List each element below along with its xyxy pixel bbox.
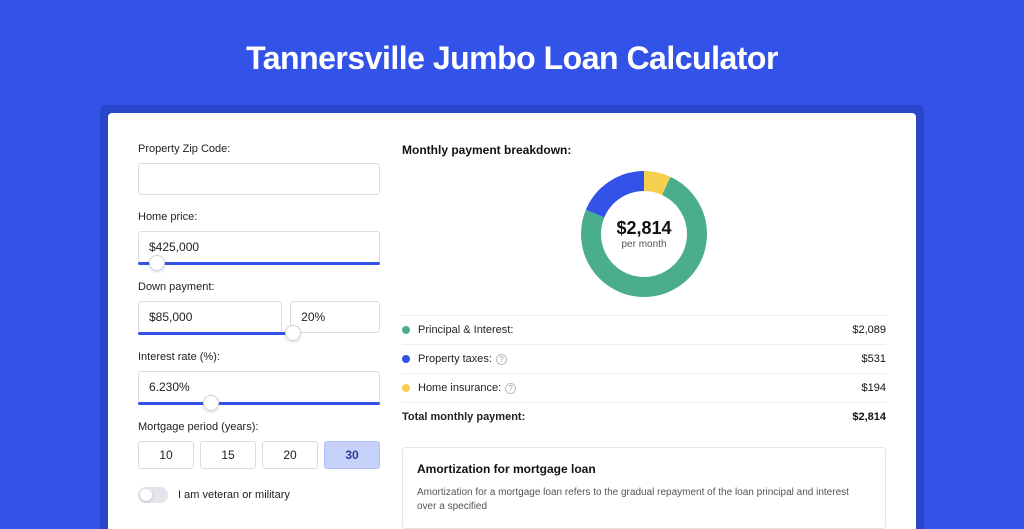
donut-center: $2,814 per month (616, 218, 671, 250)
breakdown-row-label: Home insurance:? (418, 382, 862, 394)
zip-label: Property Zip Code: (138, 143, 380, 155)
zip-field-group: Property Zip Code: (138, 143, 380, 195)
legend-dot-icon (402, 326, 410, 334)
card-shadow: Property Zip Code: Home price: Down paym… (100, 105, 924, 529)
form-column: Property Zip Code: Home price: Down paym… (138, 143, 380, 529)
amortization-title: Amortization for mortgage loan (417, 462, 871, 476)
period-btn-30[interactable]: 30 (324, 441, 380, 469)
breakdown-row-value: $194 (862, 382, 886, 394)
down-payment-label: Down payment: (138, 281, 380, 293)
down-payment-pct-input[interactable] (290, 301, 380, 333)
page-title: Tannersville Jumbo Loan Calculator (0, 0, 1024, 105)
breakdown-row-label: Principal & Interest: (418, 324, 852, 336)
info-icon[interactable]: ? (505, 383, 516, 394)
breakdown-row-value: $531 (862, 353, 886, 365)
mortgage-period-group: Mortgage period (years): 10152030 (138, 421, 380, 469)
breakdown-total-row: Total monthly payment: $2,814 (402, 402, 886, 431)
calculator-card: Property Zip Code: Home price: Down paym… (108, 113, 916, 529)
interest-rate-slider[interactable] (138, 402, 380, 405)
breakdown-row-label: Property taxes:? (418, 353, 862, 365)
total-value: $2,814 (852, 411, 886, 423)
breakdown-column: Monthly payment breakdown: $2,814 per mo… (380, 143, 886, 529)
down-payment-slider[interactable] (138, 332, 293, 335)
breakdown-row: Property taxes:?$531 (402, 344, 886, 373)
donut-wrap: $2,814 per month (402, 171, 886, 297)
home-price-label: Home price: (138, 211, 380, 223)
home-price-slider-thumb[interactable] (149, 255, 165, 271)
mortgage-period-label: Mortgage period (years): (138, 421, 380, 433)
amortization-text: Amortization for a mortgage loan refers … (417, 486, 871, 514)
breakdown-row-value: $2,089 (852, 324, 886, 336)
interest-rate-slider-thumb[interactable] (203, 395, 219, 411)
down-payment-input[interactable] (138, 301, 282, 333)
breakdown-rows: Principal & Interest:$2,089Property taxe… (402, 315, 886, 402)
zip-input[interactable] (138, 163, 380, 195)
legend-dot-icon (402, 384, 410, 392)
home-price-group: Home price: (138, 211, 380, 265)
veteran-toggle-row: I am veteran or military (138, 487, 380, 503)
breakdown-row: Principal & Interest:$2,089 (402, 315, 886, 344)
breakdown-row: Home insurance:?$194 (402, 373, 886, 402)
home-price-input[interactable] (138, 231, 380, 263)
donut-sublabel: per month (616, 239, 671, 250)
period-btn-20[interactable]: 20 (262, 441, 318, 469)
info-icon[interactable]: ? (496, 354, 507, 365)
total-label: Total monthly payment: (402, 411, 852, 423)
veteran-toggle[interactable] (138, 487, 168, 503)
down-payment-group: Down payment: (138, 281, 380, 335)
interest-rate-label: Interest rate (%): (138, 351, 380, 363)
amortization-box: Amortization for mortgage loan Amortizat… (402, 447, 886, 529)
down-payment-slider-thumb[interactable] (285, 325, 301, 341)
period-btn-15[interactable]: 15 (200, 441, 256, 469)
veteran-toggle-knob (140, 489, 152, 501)
interest-rate-group: Interest rate (%): (138, 351, 380, 405)
mortgage-period-options: 10152030 (138, 441, 380, 469)
period-btn-10[interactable]: 10 (138, 441, 194, 469)
veteran-toggle-label: I am veteran or military (178, 489, 290, 501)
interest-rate-input[interactable] (138, 371, 380, 403)
legend-dot-icon (402, 355, 410, 363)
breakdown-title: Monthly payment breakdown: (402, 143, 886, 157)
home-price-slider[interactable] (138, 262, 380, 265)
donut-amount: $2,814 (616, 218, 671, 239)
donut-chart: $2,814 per month (581, 171, 707, 297)
